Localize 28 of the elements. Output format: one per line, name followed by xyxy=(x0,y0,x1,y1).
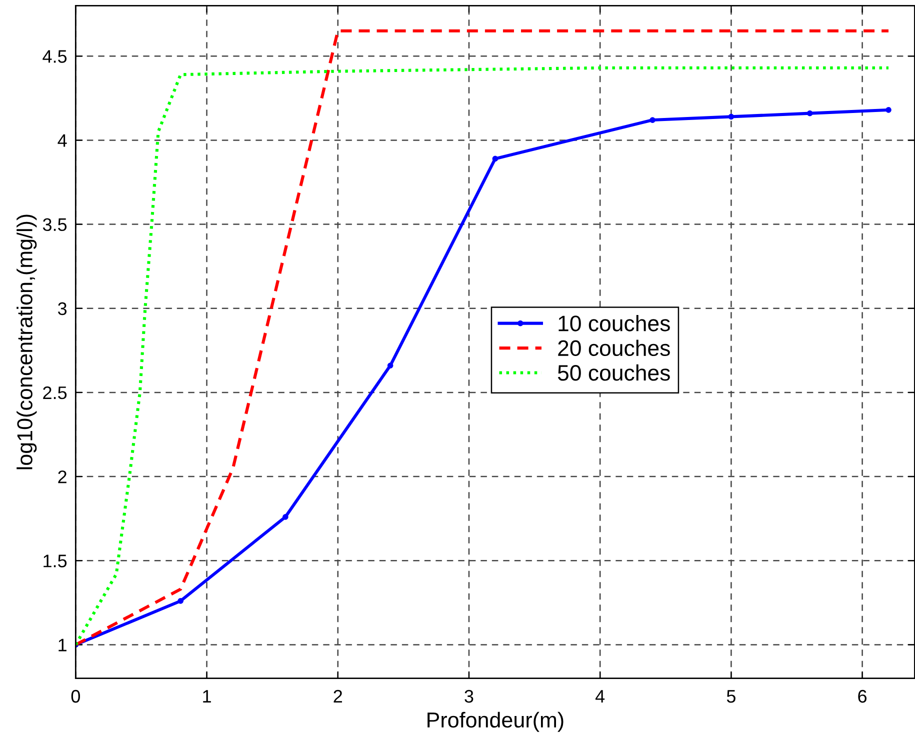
x-tick-label: 1 xyxy=(203,690,211,703)
y-tick-label: 2 xyxy=(58,470,66,484)
point xyxy=(492,156,498,162)
y-tick-label: 4 xyxy=(58,134,67,147)
x-tick-label: 6 xyxy=(858,690,867,703)
x-tick-label: 2 xyxy=(334,690,342,703)
y-tick-label: 1 xyxy=(58,638,66,652)
point xyxy=(387,362,394,368)
point xyxy=(886,107,892,113)
x-tick-label: 5 xyxy=(726,690,736,703)
y-tick-label: 1.5 xyxy=(44,554,67,568)
y-tick-label: 2.5 xyxy=(43,386,67,400)
y-tick-label: 3.5 xyxy=(42,218,67,232)
x-axis-title: Profondeur(m) xyxy=(428,712,564,732)
x-tick-label: 3 xyxy=(464,690,474,703)
x-tick-label: 4 xyxy=(595,690,605,703)
point xyxy=(178,598,184,604)
x-tick-label: 0 xyxy=(71,690,80,703)
point xyxy=(728,114,734,120)
point xyxy=(806,110,813,116)
point xyxy=(282,514,288,520)
y-axis-title: log10(concentration,(mg/l)) xyxy=(16,214,37,470)
legend-label: 20 couches xyxy=(558,340,670,356)
legend-label: 10 couches xyxy=(558,315,670,332)
y-tick-label: 3 xyxy=(58,302,67,316)
y-tick-label: 4.5 xyxy=(42,50,67,63)
point xyxy=(650,117,656,123)
legend-label: 50 couches xyxy=(558,364,670,381)
